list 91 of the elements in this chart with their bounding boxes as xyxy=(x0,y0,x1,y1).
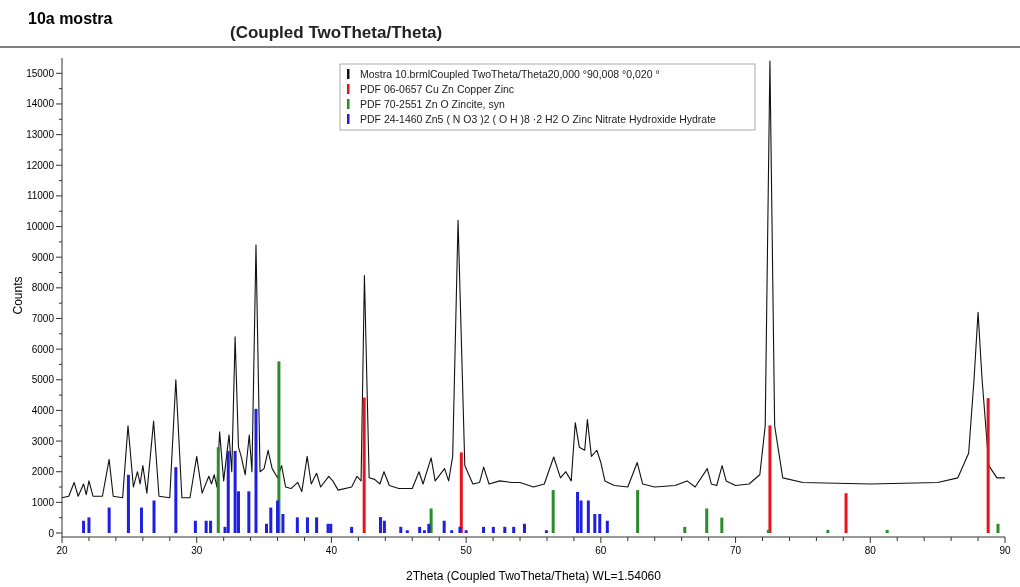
bar xyxy=(636,490,640,533)
y-tick-label: 5000 xyxy=(31,374,55,386)
y-tick-label: 11000 xyxy=(26,190,55,202)
bar xyxy=(350,526,354,533)
y-tick-label: 6000 xyxy=(31,343,55,355)
y-tick-label: 15000 xyxy=(26,67,55,79)
legend-label: PDF 06-0657 Cu Zn Copper Zinc xyxy=(360,83,515,95)
bar xyxy=(216,447,220,533)
bar xyxy=(586,500,590,533)
bar xyxy=(152,500,156,533)
bar xyxy=(720,517,724,533)
bar xyxy=(399,526,403,533)
bar xyxy=(450,530,454,533)
bar xyxy=(705,508,709,533)
bar xyxy=(226,450,230,533)
bar xyxy=(986,398,990,533)
bar xyxy=(826,529,830,533)
y-tick-label: 8000 xyxy=(31,282,55,294)
bar xyxy=(885,529,889,533)
bar xyxy=(766,529,770,533)
y-tick-label: 9000 xyxy=(31,251,55,263)
bar xyxy=(295,517,299,533)
y-tick-label: 3000 xyxy=(31,435,55,447)
bar xyxy=(382,520,386,533)
y-tick-label: 2000 xyxy=(31,466,55,478)
bar xyxy=(427,523,431,533)
y-axis-title: Counts xyxy=(11,276,25,315)
x-axis-title: 2Theta (Coupled TwoTheta/Theta) WL=1.54060 xyxy=(406,569,662,583)
x-tick-label: 20 xyxy=(56,545,68,556)
bar xyxy=(107,507,111,533)
legend-label: PDF 70-2551 Zn O Zincite, syn xyxy=(360,98,505,110)
bar xyxy=(418,526,422,533)
bar xyxy=(996,523,1000,533)
legend-label: PDF 24-1460 Zn5 ( N O3 )2 ( O H )8 ·2 H2 O Zinc Nitrate Hydroxide Hydrate xyxy=(360,113,717,125)
bar xyxy=(544,530,548,533)
bar xyxy=(458,526,462,533)
y-tick-label: 0 xyxy=(48,527,55,539)
bar xyxy=(464,530,468,533)
bar xyxy=(276,500,280,533)
bar xyxy=(512,526,516,533)
bar xyxy=(593,514,597,533)
x-tick-label: 70 xyxy=(730,545,742,556)
bar xyxy=(315,517,319,533)
bar xyxy=(204,520,208,533)
bar xyxy=(82,520,86,533)
x-tick-label: 40 xyxy=(325,545,338,556)
y-tick-label: 10000 xyxy=(26,221,55,233)
bar xyxy=(193,520,197,533)
bar xyxy=(844,493,848,533)
bar xyxy=(174,467,178,533)
bar xyxy=(576,491,580,533)
bar xyxy=(683,526,687,533)
bar xyxy=(405,530,409,533)
bar xyxy=(233,450,237,533)
bar xyxy=(139,507,143,533)
bar xyxy=(429,508,433,533)
bar xyxy=(209,520,213,533)
bar xyxy=(482,526,486,533)
x-tick-label: 30 xyxy=(191,545,203,556)
bar xyxy=(126,474,130,533)
bar xyxy=(605,520,609,533)
x-tick-label: 80 xyxy=(864,545,877,556)
bar xyxy=(247,491,251,533)
bar xyxy=(378,517,382,533)
bar xyxy=(503,526,507,533)
y-tick-label: 7000 xyxy=(31,312,55,324)
x-tick-label: 50 xyxy=(460,545,473,556)
bar xyxy=(459,452,463,533)
x-tick-label: 90 xyxy=(999,545,1011,556)
bar xyxy=(269,507,273,533)
x-tick-label: 60 xyxy=(595,545,607,556)
bar xyxy=(491,526,495,533)
bar xyxy=(768,425,772,533)
bar xyxy=(87,517,91,533)
bar xyxy=(442,520,446,533)
bar xyxy=(551,490,555,533)
chart-subtitle: 10a mostra xyxy=(28,10,113,27)
y-tick-label: 4000 xyxy=(31,404,55,416)
chart-title: (Coupled TwoTheta/Theta) xyxy=(230,23,443,42)
bar xyxy=(522,523,526,533)
bar xyxy=(254,408,258,533)
legend-label: Mostra 10.brmlCoupled TwoTheta/Theta20,000 °90,008 °0,020 ° xyxy=(360,68,660,80)
bar xyxy=(281,514,285,533)
y-tick-label: 12000 xyxy=(26,159,55,171)
bar xyxy=(362,397,366,533)
line-series xyxy=(61,60,1006,499)
bar xyxy=(598,514,602,533)
y-tick-label: 13000 xyxy=(26,129,55,141)
y-tick-label: 1000 xyxy=(31,496,55,508)
y-tick-label: 14000 xyxy=(26,98,55,110)
bar xyxy=(305,517,309,533)
